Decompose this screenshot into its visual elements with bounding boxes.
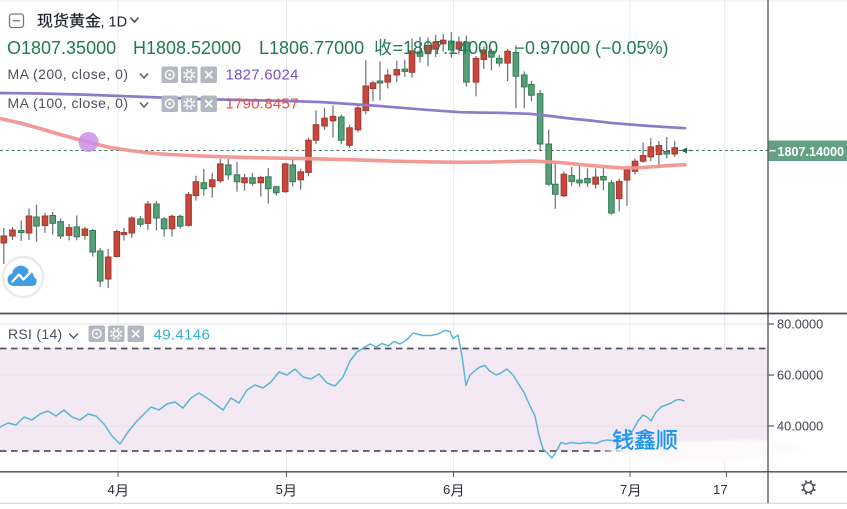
svg-text:L1806.77000: L1806.77000 [259,38,364,58]
svg-text:4: 4 [108,482,115,497]
svg-text:RSI (14): RSI (14) [8,326,63,342]
svg-text:17: 17 [713,482,728,497]
svg-text:1807.14000: 1807.14000 [778,145,845,159]
svg-text:H1808.52000: H1808.52000 [133,38,241,58]
svg-text:5: 5 [276,482,283,497]
svg-text:−0.97000: −0.97000 [515,38,591,58]
svg-text:1790.8457: 1790.8457 [226,96,299,113]
svg-text:6: 6 [443,482,450,497]
svg-text:40.0000: 40.0000 [777,419,823,434]
svg-text:49.4146: 49.4146 [154,327,211,344]
svg-text:MA (200, close, 0): MA (200, close, 0) [8,66,129,82]
svg-text:O1807.35000: O1807.35000 [7,38,116,58]
svg-text:, 1D: , 1D [101,15,128,31]
svg-text:=1807.14000: =1807.14000 [393,38,499,58]
svg-text:1827.6024: 1827.6024 [226,67,299,84]
svg-text:(−0.05%): (−0.05%) [595,38,669,58]
svg-text:MA (100, close, 0): MA (100, close, 0) [8,95,129,111]
svg-text:80.0000: 80.0000 [777,317,823,332]
svg-text:7: 7 [620,482,627,497]
svg-text:60.0000: 60.0000 [777,368,823,383]
